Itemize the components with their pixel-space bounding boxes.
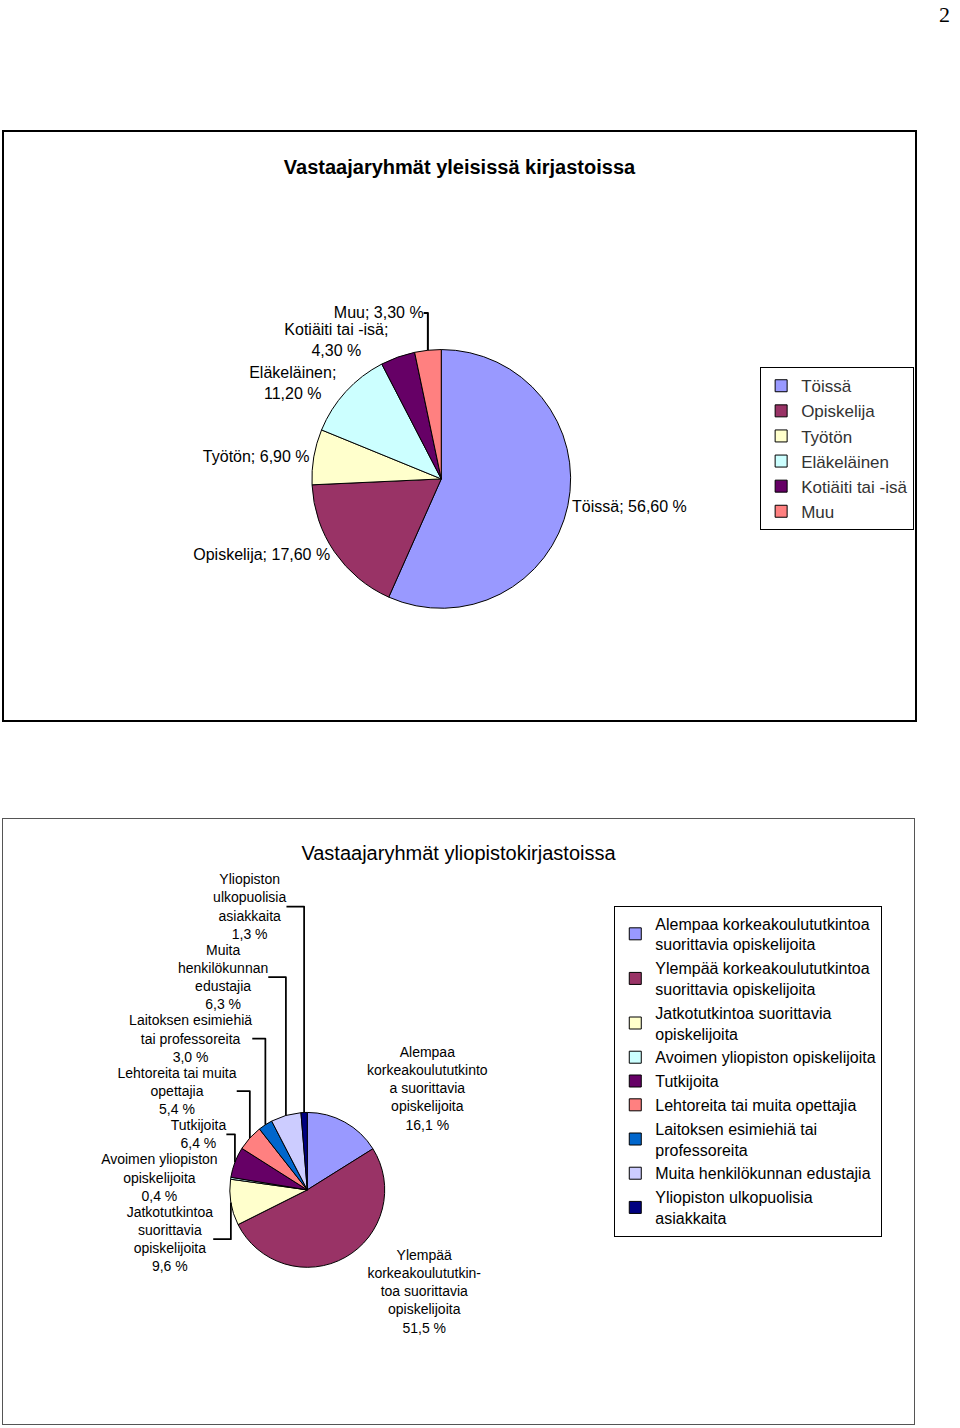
svg-text:Ylempää korkeakoulututkintoasu: Ylempää korkeakoulututkintoasuorittavia … — [655, 960, 869, 998]
svg-text:Yliopiston ulkopuolisiaasiakka: Yliopiston ulkopuolisiaasiakkaita — [655, 1189, 813, 1227]
svg-text:Muita henkilökunnan edustajia: Muita henkilökunnan edustajia — [655, 1165, 870, 1182]
svg-text:Eläkeläinen;11,20 %: Eläkeläinen;11,20 % — [249, 364, 336, 402]
svg-text:Tutkijoita6,4 %: Tutkijoita6,4 % — [171, 1117, 227, 1151]
svg-text:Työtön: Työtön — [801, 428, 852, 447]
svg-text:Lehtoreita tai muita opettajia: Lehtoreita tai muita opettajia — [655, 1097, 856, 1114]
svg-text:Vastaajaryhmät yliopistokirjas: Vastaajaryhmät yliopistokirjastoissa — [301, 842, 616, 864]
svg-text:Muu: Muu — [801, 503, 834, 522]
svg-text:Ylempääkorkeakoulututkin-toa s: Ylempääkorkeakoulututkin-toa suorittavia… — [367, 1247, 481, 1336]
svg-text:Muu; 3,30 %: Muu; 3,30 % — [334, 304, 424, 321]
svg-text:Jatkotutkintoasuorittaviaopisk: Jatkotutkintoasuorittaviaopiskelijoita9,… — [127, 1204, 214, 1275]
svg-text:Töissä: Töissä — [801, 377, 852, 396]
html-text:2: 2 — [939, 2, 950, 27]
svg-text:Opiskelija; 17,60 %: Opiskelija; 17,60 % — [193, 546, 330, 563]
svg-text:Opiskelija: Opiskelija — [801, 402, 875, 421]
svg-text:Eläkeläinen: Eläkeläinen — [801, 453, 889, 472]
svg-text:Töissä; 56,60 %: Töissä; 56,60 % — [572, 498, 687, 515]
svg-text:Alempaakorkeakoulututkintoa su: Alempaakorkeakoulututkintoa suorittaviao… — [367, 1044, 488, 1133]
svg-text:Laitoksen esimiehiä taiprofess: Laitoksen esimiehiä taiprofessoreita — [655, 1121, 817, 1159]
svg-text:Lehtoreita tai muitaopettajia5: Lehtoreita tai muitaopettajia5,4 % — [117, 1065, 236, 1117]
svg-text:Tutkijoita: Tutkijoita — [655, 1073, 719, 1090]
svg-text:Vastaajaryhmät yleisissä kirja: Vastaajaryhmät yleisissä kirjastoissa — [284, 156, 636, 178]
svg-text:Kotiäiti tai -isä: Kotiäiti tai -isä — [801, 478, 907, 497]
svg-text:Työtön; 6,90 %: Työtön; 6,90 % — [203, 448, 310, 465]
svg-text:Avoimen yliopiston opiskelijoi: Avoimen yliopiston opiskelijoita — [655, 1049, 875, 1066]
svg-text:Yliopistonulkopuolisiaasiakkai: Yliopistonulkopuolisiaasiakkaita1,3 % — [213, 871, 286, 942]
svg-text:Avoimen yliopistonopiskelijoit: Avoimen yliopistonopiskelijoita0,4 % — [101, 1151, 217, 1203]
svg-text:Jatkotutkintoa suorittaviaopis: Jatkotutkintoa suorittaviaopiskelijoita — [655, 1005, 831, 1043]
svg-text:Muitahenkilökunnanedustajia6,3: Muitahenkilökunnanedustajia6,3 % — [178, 942, 268, 1013]
svg-text:Laitoksen esimiehiätai profess: Laitoksen esimiehiätai professoreita3,0 … — [129, 1012, 252, 1064]
svg-text:Kotiäiti tai -isä;4,30 %: Kotiäiti tai -isä;4,30 % — [284, 321, 388, 359]
svg-text:Alempaa korkeakoulututkintoasu: Alempaa korkeakoulututkintoasuorittavia … — [655, 916, 869, 954]
